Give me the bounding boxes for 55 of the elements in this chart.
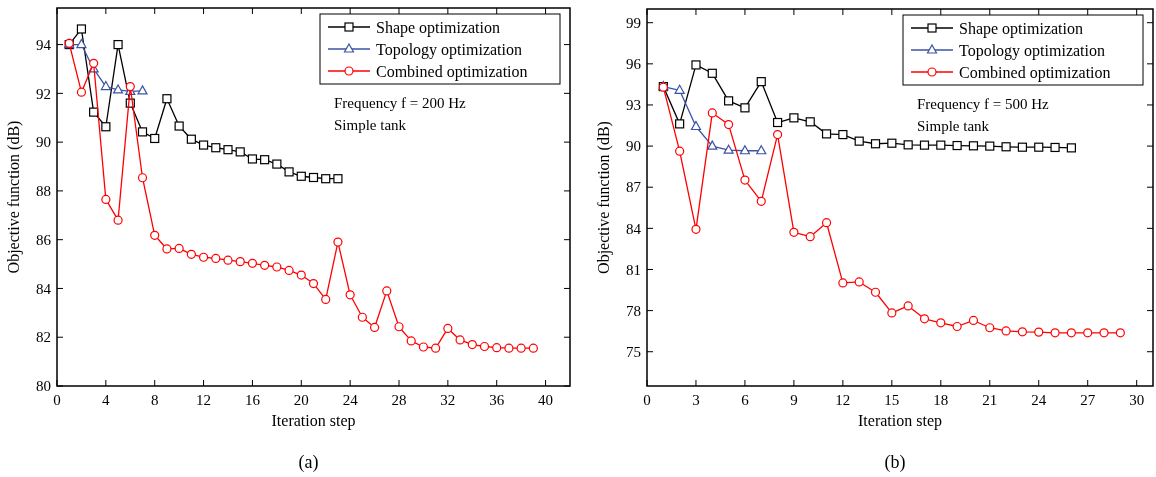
y-tick-label: 75 bbox=[626, 343, 641, 360]
x-tick-label: 16 bbox=[244, 392, 261, 408]
x-tick-label: 21 bbox=[982, 392, 998, 408]
y-tick-label: 92 bbox=[36, 85, 51, 102]
y-tick-label: 78 bbox=[626, 302, 641, 319]
x-tick-label: 9 bbox=[790, 392, 798, 408]
x-tick-label: 20 bbox=[293, 392, 309, 408]
annotation: Frequency f = 200 Hz bbox=[334, 95, 467, 111]
annotation: Simple tank bbox=[917, 118, 990, 134]
x-tick-label: 24 bbox=[1031, 392, 1047, 408]
x-tick-label: 12 bbox=[835, 392, 851, 408]
y-axis-title: Objective function (dB) bbox=[5, 120, 23, 274]
x-tick-label: 24 bbox=[342, 392, 359, 408]
y-tick-label: 87 bbox=[626, 179, 642, 196]
y-tick-label: 96 bbox=[626, 56, 642, 73]
x-tick-label: 15 bbox=[884, 392, 900, 408]
y-tick-label: 88 bbox=[36, 183, 51, 200]
x-tick-label: 36 bbox=[489, 392, 505, 408]
x-tick-label: 12 bbox=[196, 392, 212, 408]
x-tick-label: 18 bbox=[933, 392, 949, 408]
legend-label: Shape optimization bbox=[959, 19, 1083, 38]
legend-label: Shape optimization bbox=[376, 18, 500, 37]
y-tick-label: 93 bbox=[626, 97, 641, 114]
y-axis-title: Objective function (dB) bbox=[595, 121, 613, 274]
x-tick-label: 6 bbox=[741, 392, 750, 408]
x-tick-label: 30 bbox=[1129, 392, 1145, 408]
y-tick-label: 94 bbox=[36, 36, 52, 53]
legend-label: Topology optimization bbox=[959, 41, 1105, 60]
y-tick-label: 82 bbox=[36, 329, 51, 346]
x-tick-label: 0 bbox=[643, 392, 651, 408]
y-tick-label: 99 bbox=[626, 14, 641, 31]
x-axis-title: Iteration step bbox=[271, 412, 356, 430]
x-tick-label: 28 bbox=[391, 392, 407, 408]
x-tick-label: 0 bbox=[53, 392, 61, 408]
x-axis-title: Iteration step bbox=[858, 412, 942, 430]
legend-label: Combined optimization bbox=[376, 62, 528, 81]
annotation: Simple tank bbox=[334, 117, 407, 133]
x-tick-label: 3 bbox=[692, 392, 700, 408]
y-tick-label: 86 bbox=[36, 231, 52, 248]
legend-label: Combined optimization bbox=[959, 63, 1111, 82]
x-tick-label: 8 bbox=[150, 392, 159, 408]
y-tick-label: 90 bbox=[626, 138, 641, 155]
text: (b) bbox=[884, 452, 906, 473]
legend-label: Topology optimization bbox=[376, 40, 522, 59]
y-tick-label: 84 bbox=[626, 220, 642, 237]
text: (a) bbox=[298, 452, 319, 473]
x-tick-label: 4 bbox=[102, 392, 111, 408]
annotation: Frequency f = 500 Hz bbox=[917, 96, 1050, 112]
x-tick-label: 40 bbox=[538, 392, 554, 408]
y-tick-label: 81 bbox=[626, 261, 641, 278]
x-tick-label: 32 bbox=[440, 392, 456, 408]
y-tick-label: 80 bbox=[36, 378, 51, 395]
y-tick-label: 90 bbox=[36, 134, 51, 151]
y-tick-label: 84 bbox=[36, 280, 52, 297]
x-tick-label: 27 bbox=[1080, 392, 1096, 408]
